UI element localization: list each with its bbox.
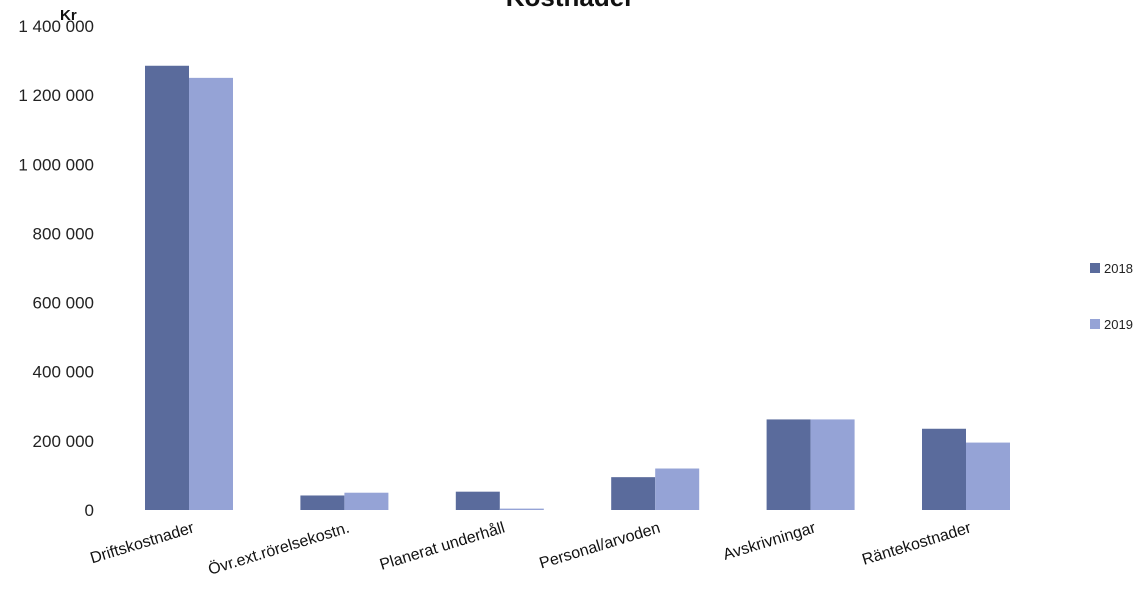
bar-2019 [810,419,855,510]
y-tick-label: 800 000 [33,224,94,243]
y-axis: 0 200 000 400 000 600 000 800 000 1 000 000 1 … [18,17,94,520]
y-tick-label: 200 000 [33,432,94,451]
bar-2018 [766,419,811,510]
legend-label: 2019 [1104,317,1133,332]
bar-2019 [344,492,389,510]
y-tick-label: 400 000 [33,363,94,382]
bar-2018 [145,65,189,510]
legend-swatch-2019 [1090,319,1100,329]
bar-2019 [189,77,233,510]
chart-title: Kostnader [506,0,635,12]
x-category-label: Räntekostnader [860,519,974,568]
legend-swatch-2018 [1090,263,1100,273]
x-axis: Driftskostnader Övr.ext.rörelsekostn. Plan… [88,519,973,579]
legend-label: 2018 [1104,261,1133,276]
bar-2018 [922,428,966,510]
y-tick-label: 0 [85,501,94,520]
x-category-label: Avskrivningar [721,519,818,563]
legend: 2018 2019 [1090,261,1133,332]
bars [145,65,1010,510]
x-category-label: Övr.ext.rörelsekostn. [206,519,352,579]
y-tick-label: 600 000 [33,294,94,313]
bar-2018 [300,495,345,510]
x-category-label: Driftskostnader [88,519,197,567]
bar-2018 [455,491,500,510]
bar-2018 [611,477,656,510]
y-axis-unit-label: Kr [60,7,77,24]
bar-2019 [966,442,1010,510]
x-category-label: Personal/arvoden [537,520,662,573]
y-tick-label: 1 400 000 [18,17,94,36]
x-category-label: Planerat underhåll [378,519,507,574]
y-tick-label: 1 200 000 [18,86,94,105]
bar-2019 [655,468,700,510]
bar-2019 [499,508,544,510]
y-tick-label: 1 000 000 [18,155,94,174]
